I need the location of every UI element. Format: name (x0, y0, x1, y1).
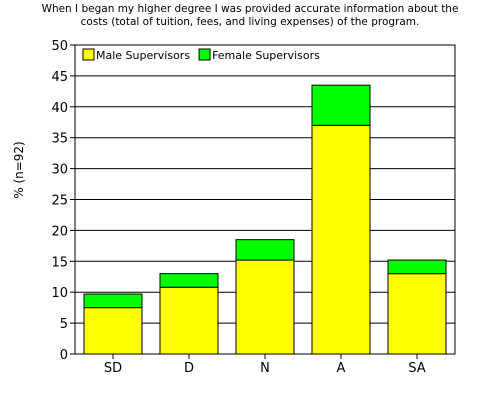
bar-n-series-0 (235, 259, 295, 355)
bar-sa-series-0 (387, 273, 447, 355)
chart-title-line-1: When I began my higher degree I was prov… (41, 3, 459, 15)
legend-label-1: Female Supervisors (212, 49, 320, 62)
y-tick-label: 45 (51, 70, 68, 85)
x-tick-label-n: N (260, 361, 270, 376)
y-tick-label: 40 (51, 101, 68, 116)
bar-a-series-0 (311, 124, 371, 355)
y-tick-label: 25 (51, 194, 68, 209)
y-tick-label: 10 (51, 286, 68, 301)
legend-swatch-1 (198, 48, 211, 61)
y-tick-label: 30 (51, 163, 68, 178)
legend-swatch-0 (82, 48, 95, 61)
bar-sd-series-0 (83, 307, 143, 355)
y-tick-label: 0 (60, 348, 68, 363)
x-tick-label-d: D (184, 361, 194, 376)
bar-d-series-1 (159, 273, 219, 288)
legend-label-0: Male Supervisors (96, 49, 190, 62)
y-tick-label: 35 (51, 132, 68, 147)
bar-a-series-1 (311, 84, 371, 126)
bar-sa-series-1 (387, 259, 447, 275)
chart-title-line-2: costs (total of tuition, fees, and livin… (80, 16, 420, 28)
x-tick-label-sd: SD (104, 361, 122, 376)
x-tick-label-a: A (337, 361, 346, 376)
x-tick-label-sa: SA (408, 361, 425, 376)
y-tick-label: 20 (51, 224, 68, 239)
bar-d-series-0 (159, 286, 219, 355)
y-tick-label: 50 (51, 39, 68, 54)
bar-sd-series-1 (83, 293, 143, 309)
y-tick-label: 5 (60, 317, 68, 332)
y-tick-label: 15 (51, 255, 68, 270)
bar-n-series-1 (235, 239, 295, 261)
